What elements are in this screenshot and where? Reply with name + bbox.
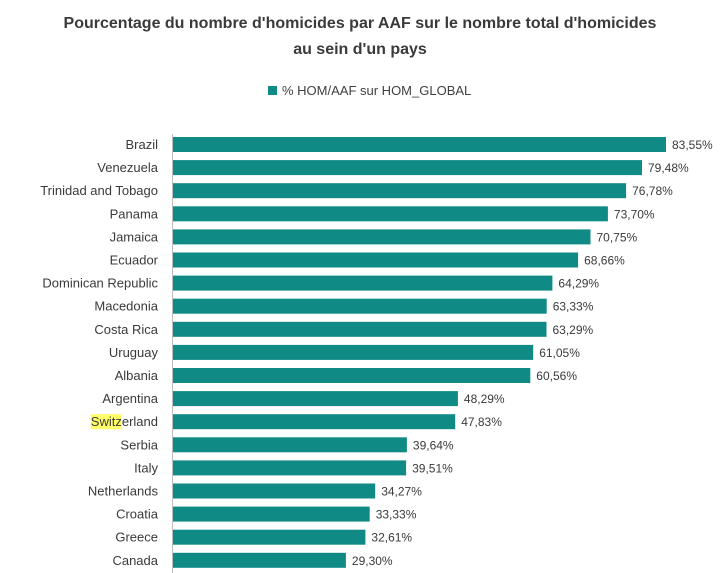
data-label: 63,33%: [553, 300, 594, 314]
chart-title-line-1: Pourcentage du nombre d'homicides par AA…: [64, 15, 657, 32]
data-label: 34,27%: [381, 485, 422, 499]
data-label: 64,29%: [558, 277, 599, 291]
bar-greece: [173, 529, 366, 545]
category-label: Greece: [115, 530, 158, 545]
bar-netherlands: [173, 483, 376, 499]
category-label: Netherlands: [88, 484, 159, 499]
category-label: Canada: [112, 553, 158, 568]
bar-italy: [173, 460, 407, 476]
data-label: 76,78%: [632, 184, 673, 198]
category-label: Italy: [134, 460, 158, 475]
data-label: 79,48%: [648, 161, 689, 175]
data-label: 73,70%: [614, 207, 655, 221]
bar-albania: [173, 368, 531, 383]
data-label: 39,64%: [413, 438, 454, 452]
legend-label: % HOM/AAF sur HOM_GLOBAL: [282, 83, 471, 98]
category-label: Uruguay: [109, 345, 159, 360]
category-label: Albania: [115, 368, 159, 383]
data-label: 83,55%: [672, 138, 713, 152]
highlight-marker: [90, 414, 122, 430]
category-label: Macedonia: [94, 299, 158, 314]
bar-argentina: [173, 391, 458, 407]
category-label: Jamaica: [110, 229, 159, 244]
bar-costa-rica: [173, 321, 547, 337]
bar-dominican-republic: [173, 275, 553, 291]
bar-switzerland: [173, 414, 456, 430]
bar-serbia: [173, 437, 407, 453]
bar-croatia: [173, 506, 370, 522]
data-label: 60,56%: [536, 369, 577, 383]
data-label: 32,61%: [371, 531, 412, 545]
bar-uruguay: [173, 344, 534, 360]
data-label: 61,05%: [539, 346, 580, 360]
category-label: Ecuador: [110, 253, 159, 268]
bar-canada: [173, 552, 346, 568]
category-label: Dominican Republic: [42, 276, 158, 291]
data-label: 33,33%: [376, 508, 417, 522]
category-label: Trinidad and Tobago: [40, 183, 158, 198]
legend-swatch: [268, 86, 277, 95]
data-label: 48,29%: [464, 392, 505, 406]
bar-panama: [173, 206, 608, 222]
category-label: Switzerland: [91, 414, 158, 429]
bar-venezuela: [173, 160, 642, 176]
data-label: 29,30%: [352, 554, 393, 568]
data-label: 63,29%: [553, 323, 594, 337]
chart-title-line-2: au sein d'un pays: [293, 41, 427, 58]
bar-jamaica: [173, 229, 591, 245]
data-label: 70,75%: [597, 230, 638, 244]
category-label: Croatia: [116, 507, 159, 522]
bar-brazil: [173, 137, 666, 152]
data-label: 68,66%: [584, 254, 625, 268]
category-label: Venezuela: [97, 160, 158, 175]
data-label: 47,83%: [461, 415, 502, 429]
category-label: Argentina: [102, 391, 158, 406]
category-label: Brazil: [125, 137, 158, 152]
bar-trinidad-and-tobago: [173, 183, 627, 199]
category-label: Costa Rica: [94, 322, 158, 337]
category-label: Serbia: [120, 437, 158, 452]
bars-group: Brazil 83,55% Venezuela 79,48% Trinidad and …: [40, 137, 713, 568]
bar-ecuador: [173, 252, 579, 268]
data-label: 39,51%: [412, 461, 453, 475]
category-label: Panama: [110, 206, 159, 221]
bar-macedonia: [173, 298, 547, 314]
